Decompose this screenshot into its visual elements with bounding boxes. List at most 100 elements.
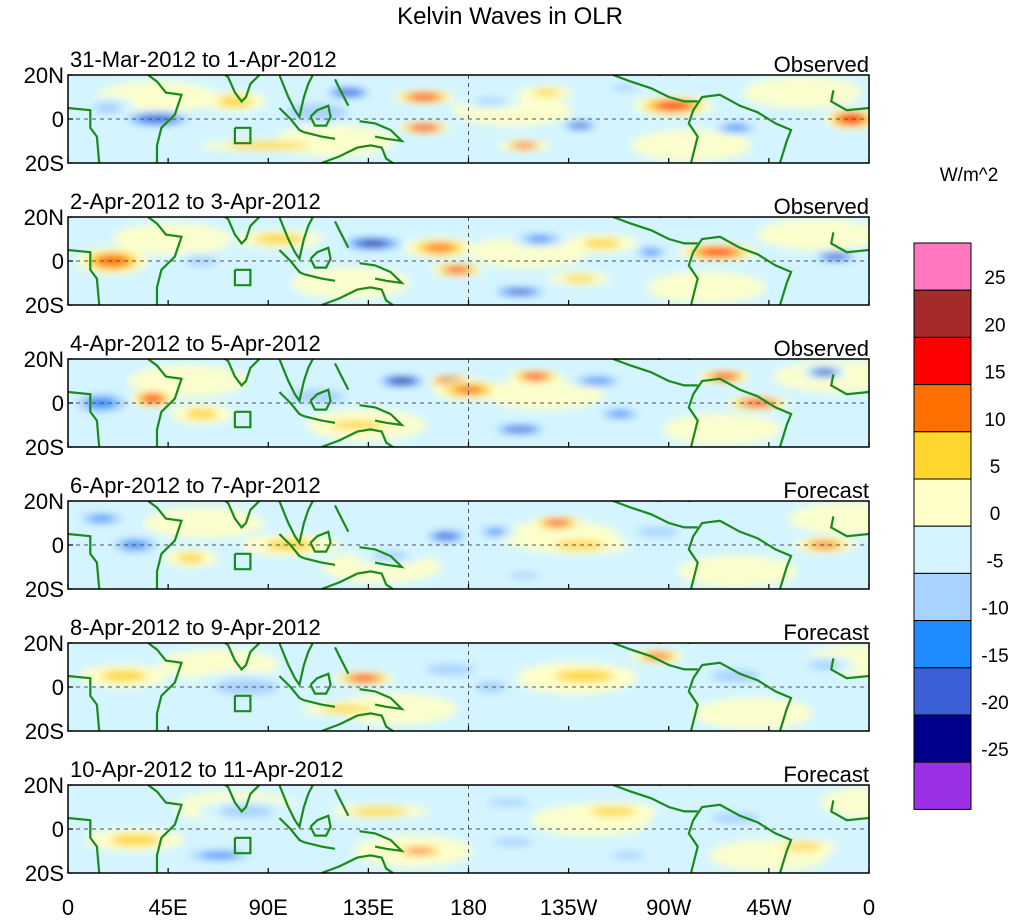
coastline-4 bbox=[278, 217, 314, 262]
y-tick-label: 0 bbox=[52, 817, 64, 842]
anomaly-field bbox=[68, 217, 869, 305]
x-tick-label: 45W bbox=[746, 895, 791, 920]
colorbar-box bbox=[913, 384, 972, 433]
anomaly-11-level-3 bbox=[658, 102, 689, 110]
anomaly-0-level-2 bbox=[88, 515, 115, 522]
colorbar-box bbox=[913, 525, 972, 574]
panel-status-label: Forecast bbox=[783, 478, 869, 503]
coastline-8 bbox=[334, 504, 350, 533]
coastline-0 bbox=[68, 674, 101, 731]
coastline-9 bbox=[359, 120, 405, 143]
anomaly-1-level-2 bbox=[95, 102, 121, 114]
coastline-3 bbox=[223, 643, 261, 672]
colorbar-box bbox=[913, 667, 972, 716]
y-tick-label: 20N bbox=[24, 631, 64, 656]
coastline-10 bbox=[321, 428, 394, 447]
coastline-1 bbox=[147, 75, 183, 163]
coastline-9 bbox=[359, 688, 405, 711]
colorbar-tick-label: -15 bbox=[981, 646, 1008, 667]
anomaly-14-level-2 bbox=[512, 142, 536, 149]
wash-3 bbox=[693, 697, 814, 730]
coastline-0 bbox=[68, 248, 101, 305]
panel-status-label: Forecast bbox=[783, 762, 869, 787]
colorbar-box bbox=[913, 572, 972, 622]
anomaly-5-level-3 bbox=[412, 94, 436, 100]
anomaly-5-level-2 bbox=[489, 799, 528, 806]
coastline-0 bbox=[68, 390, 101, 447]
coastline-11 bbox=[612, 217, 698, 245]
anomaly-8-level-1 bbox=[532, 89, 561, 97]
colorbar-tick-label: 20 bbox=[984, 315, 1005, 336]
coastline-4 bbox=[278, 643, 314, 688]
coastline-15 bbox=[233, 410, 252, 429]
anomaly-field bbox=[68, 785, 869, 873]
y-tick-label: 20S bbox=[25, 293, 64, 318]
x-tick-label: 90W bbox=[646, 895, 691, 920]
y-tick-label: 20S bbox=[25, 719, 64, 744]
panels-group: 20N 0 20S 31-Mar-2012 to 1-Apr-2012 Observed… bbox=[24, 47, 870, 886]
coastline-15 bbox=[233, 836, 252, 855]
anomaly-2-level-2 bbox=[177, 553, 204, 563]
coastline-15 bbox=[233, 268, 252, 287]
coastline-14 bbox=[829, 658, 869, 680]
panel-status-label: Observed bbox=[774, 336, 869, 361]
anomaly-7-level-1 bbox=[474, 97, 507, 105]
y-tick-label: 0 bbox=[52, 533, 64, 558]
y-tick-label: 20S bbox=[25, 435, 64, 460]
anomaly-10-level-3 bbox=[585, 378, 610, 384]
colorbar-box bbox=[913, 478, 972, 527]
coastline-8 bbox=[334, 788, 350, 817]
anomaly-field bbox=[68, 501, 869, 589]
anomaly-2-level-3 bbox=[144, 395, 161, 402]
coastline-4 bbox=[278, 75, 314, 120]
coastlines bbox=[68, 75, 869, 163]
panel-status-label: Forecast bbox=[783, 620, 869, 645]
y-tick-label: 20N bbox=[24, 205, 64, 230]
colorbar-tick-label: -20 bbox=[981, 693, 1008, 714]
coastline-1 bbox=[147, 217, 183, 305]
chart-title: Kelvin Waves in OLR bbox=[397, 3, 623, 30]
anomaly-field bbox=[68, 643, 869, 731]
anomaly-field bbox=[68, 359, 869, 447]
y-tick-label: 20N bbox=[24, 773, 64, 798]
coastline-3 bbox=[223, 785, 261, 814]
wash-2 bbox=[484, 378, 605, 411]
coastline-13 bbox=[687, 93, 793, 163]
anomaly-15-level-1 bbox=[329, 420, 386, 430]
anomaly-7-level-1 bbox=[590, 806, 637, 816]
panel-1: 20N 0 20S 31-Mar-2012 to 1-Apr-2012 Observed bbox=[24, 47, 870, 176]
coastline-3 bbox=[223, 217, 261, 246]
colorbar-box bbox=[913, 761, 972, 810]
coastline-6 bbox=[309, 104, 332, 127]
coastline-11 bbox=[612, 75, 698, 103]
anomaly-12-level-3 bbox=[702, 248, 733, 256]
anomaly-0-level-1 bbox=[100, 670, 147, 682]
coastlines bbox=[68, 785, 869, 873]
anomaly-3-level-2 bbox=[295, 106, 339, 119]
coastline-14 bbox=[829, 90, 869, 112]
anomaly-3-level-1 bbox=[185, 408, 218, 420]
panel-date-label: 4-Apr-2012 to 5-Apr-2012 bbox=[70, 331, 321, 356]
anomaly-13-level-4 bbox=[841, 115, 861, 123]
coastline-9 bbox=[359, 546, 405, 569]
anomaly-0-level-1 bbox=[109, 834, 161, 846]
coastline-7 bbox=[303, 557, 336, 566]
anomaly-6-level-1 bbox=[554, 669, 615, 683]
panel-4: 20N 0 20S 6-Apr-2012 to 7-Apr-2012 Forecast bbox=[24, 473, 870, 602]
wash-3 bbox=[631, 129, 751, 162]
coastline-11 bbox=[612, 643, 698, 671]
panel-2: 20N 0 20S 2-Apr-2012 to 3-Apr-2012 Observed bbox=[24, 189, 870, 318]
colorbar-tick-label: -5 bbox=[987, 551, 1004, 572]
colorbar-box bbox=[913, 289, 972, 338]
colorbar-boxes bbox=[913, 242, 972, 810]
colorbar-box bbox=[913, 242, 972, 291]
anomaly-8-level-4 bbox=[508, 288, 531, 295]
coastline-7 bbox=[303, 415, 336, 424]
anomaly-2-level-1 bbox=[217, 95, 253, 107]
colorbar-tick-label: 5 bbox=[990, 457, 1001, 478]
coastline-8 bbox=[334, 362, 350, 391]
anomaly-14-level-1 bbox=[563, 275, 596, 283]
coastline-11 bbox=[612, 359, 698, 387]
panel-date-label: 8-Apr-2012 to 9-Apr-2012 bbox=[70, 615, 321, 640]
panel-date-label: 31-Mar-2012 to 1-Apr-2012 bbox=[70, 47, 337, 72]
